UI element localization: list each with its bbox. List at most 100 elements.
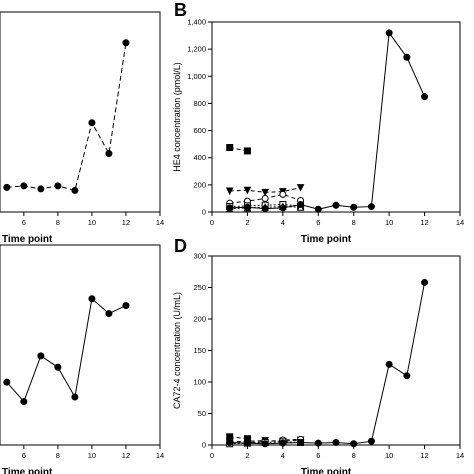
series-line <box>6 42 127 192</box>
data-point <box>350 203 358 211</box>
y-axis-title: HE4 concentration (pmol/L) <box>172 62 182 172</box>
y-tick-label: 50 <box>198 409 206 418</box>
data-point <box>243 203 251 211</box>
plot-frame <box>0 244 161 446</box>
x-tick-label: 10 <box>88 218 96 227</box>
x-tick-label: 12 <box>420 451 428 460</box>
x-tick-label: 8 <box>352 451 356 460</box>
data-point <box>279 204 287 212</box>
data-point <box>226 204 234 212</box>
x-tick-label: 12 <box>122 451 130 460</box>
data-point <box>332 438 340 446</box>
plot-frame <box>0 11 161 213</box>
data-point <box>37 352 45 360</box>
data-point <box>261 205 269 213</box>
chart-panel-a: 6 8 10 12 14 Time point <box>0 11 164 245</box>
data-point <box>71 186 79 194</box>
y-tick-label: 400 <box>193 153 206 162</box>
series-0 <box>3 39 130 194</box>
chart-panel-b: 0 2 4 6 8 10 12 14 0 200 400 600 800 1,000 1,200 1,400 T… <box>172 0 464 245</box>
data-point <box>3 378 11 386</box>
data-point <box>54 182 62 190</box>
x-tick-label: 8 <box>352 218 356 227</box>
x-tick-label: 6 <box>22 451 26 460</box>
data-point <box>279 439 287 447</box>
data-point <box>88 295 96 303</box>
series-line <box>229 282 426 445</box>
data-point <box>403 372 411 380</box>
data-point <box>261 188 269 197</box>
data-point <box>421 93 429 101</box>
panel-letter: D <box>174 236 187 256</box>
data-point <box>20 182 28 190</box>
data-point <box>367 203 375 211</box>
y-tick-label: 100 <box>193 378 206 387</box>
series-0 <box>226 144 251 155</box>
x-axis-title: Time point <box>301 467 352 474</box>
y-tick-label: 800 <box>193 99 206 108</box>
x-tick-label: 14 <box>456 451 464 460</box>
data-point <box>314 205 322 213</box>
y-tick-label: 600 <box>193 126 206 135</box>
x-tick-label: 6 <box>316 218 320 227</box>
x-tick-label: 0 <box>210 218 214 227</box>
x-tick-label: 10 <box>385 451 393 460</box>
data-point <box>243 439 251 447</box>
series-5 <box>226 29 429 213</box>
chart-panel-d: 0 2 4 6 8 10 12 14 0 50 100 150 200 250 300 Time point C… <box>172 236 464 474</box>
data-point <box>332 201 340 209</box>
y-tick-label: 0 <box>202 441 206 450</box>
x-axis-title: Time point <box>2 234 53 245</box>
y-tick-label: 200 <box>193 315 206 324</box>
data-point <box>350 440 358 448</box>
x-tick-label: 6 <box>22 218 26 227</box>
y-tick-label: 1,200 <box>187 45 206 54</box>
data-point <box>297 201 305 209</box>
data-point <box>261 440 269 448</box>
x-tick-label: 4 <box>281 218 285 227</box>
data-point <box>385 360 393 368</box>
x-tick-label: 12 <box>122 218 130 227</box>
x-tick-label: 12 <box>420 218 428 227</box>
data-point <box>421 278 429 286</box>
series-line <box>229 31 426 210</box>
panel-letter: B <box>174 0 187 20</box>
y-tick-label: 1,000 <box>187 72 206 81</box>
y-tick-label: 250 <box>193 283 206 292</box>
x-tick-label: 8 <box>56 218 60 227</box>
data-point <box>226 144 234 152</box>
x-tick-label: 0 <box>210 451 214 460</box>
data-point <box>385 29 393 37</box>
x-tick-label: 14 <box>456 218 464 227</box>
data-point <box>105 310 113 318</box>
y-tick-label: 200 <box>193 180 206 189</box>
data-point <box>105 150 113 158</box>
data-point <box>403 53 411 61</box>
data-point <box>279 190 287 198</box>
y-tick-label: 300 <box>193 252 206 261</box>
x-tick-label: 10 <box>385 218 393 227</box>
x-tick-label: 14 <box>156 451 164 460</box>
x-tick-label: 2 <box>245 218 249 227</box>
data-point <box>297 438 305 446</box>
y-tick-label: 1,400 <box>187 18 206 27</box>
series-4 <box>226 278 429 448</box>
series-1 <box>225 184 305 197</box>
y-tick-label: 0 <box>202 208 206 217</box>
series-line <box>6 297 127 403</box>
plot-frame <box>211 21 461 213</box>
data-point <box>122 39 130 47</box>
x-tick-label: 14 <box>156 218 164 227</box>
data-point <box>122 302 130 310</box>
data-point <box>367 437 375 445</box>
x-tick-label: 2 <box>245 451 249 460</box>
y-axis-title: CA72-4 concentration (U/mL) <box>172 292 182 409</box>
data-point <box>3 183 11 191</box>
data-point <box>20 398 28 406</box>
y-tick-label: 150 <box>193 346 206 355</box>
x-tick-label: 4 <box>281 451 285 460</box>
data-point <box>54 363 62 371</box>
series-0 <box>3 295 130 406</box>
data-point <box>261 194 269 202</box>
